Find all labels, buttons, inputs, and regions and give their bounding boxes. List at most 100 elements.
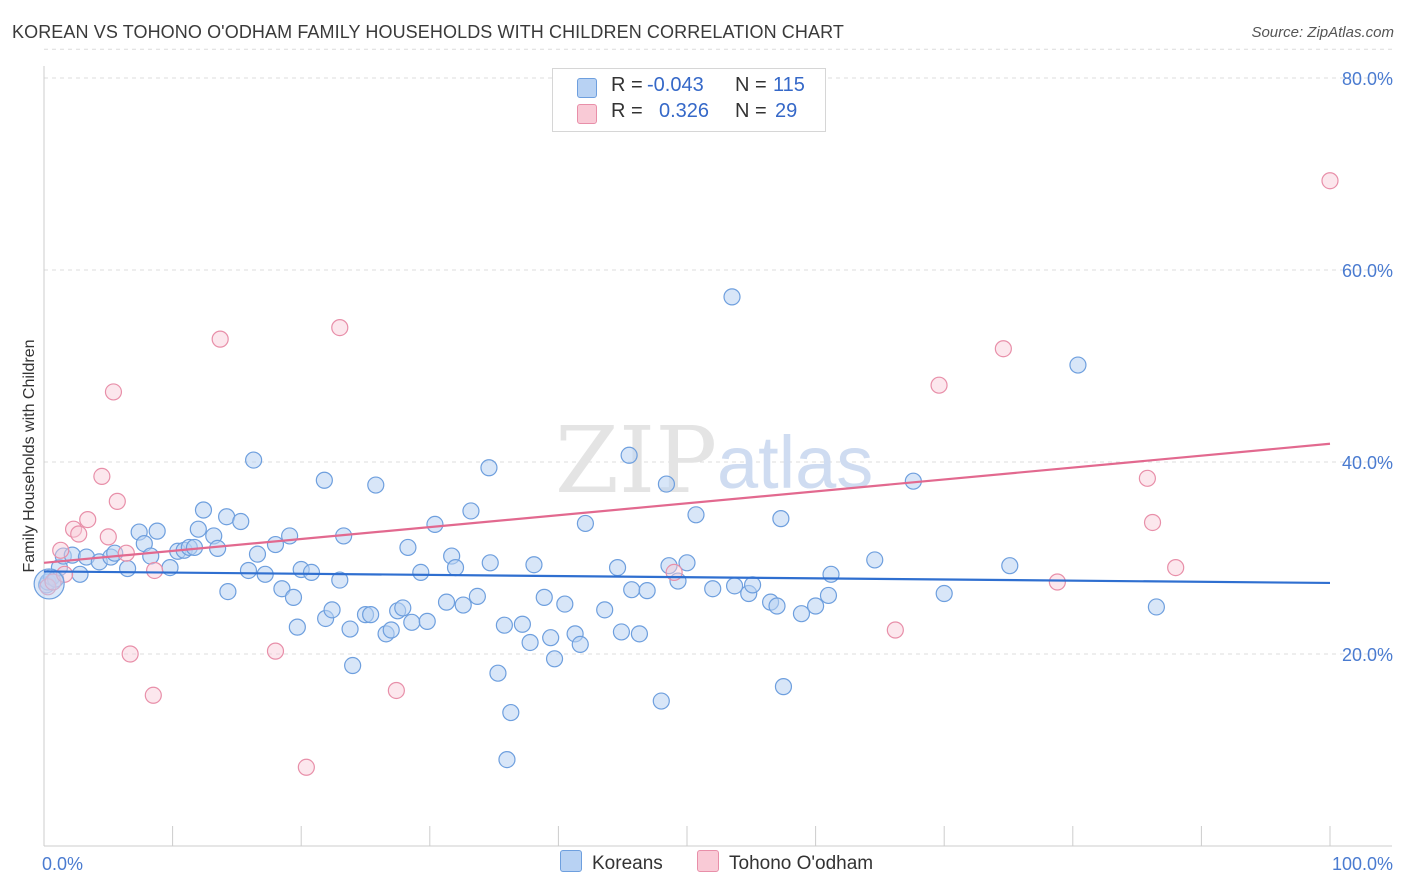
points xyxy=(33,172,1339,776)
legend-swatch-tohono xyxy=(577,104,597,124)
korean-point xyxy=(367,476,385,494)
korean-point xyxy=(535,588,553,606)
tohono-point xyxy=(886,621,904,639)
grid xyxy=(44,48,1392,655)
korean-point xyxy=(495,616,513,634)
korean-point xyxy=(209,539,227,558)
tohono-point xyxy=(104,383,123,401)
bottom-legend-label-koreans: Koreans xyxy=(592,853,663,874)
korean-point xyxy=(652,692,670,710)
korean-point xyxy=(1147,598,1165,616)
korean-point xyxy=(576,514,595,533)
tohono-point xyxy=(331,319,349,337)
korean-point xyxy=(704,580,722,598)
y-tick-label: 40.0% xyxy=(1342,453,1393,473)
korean-point xyxy=(437,593,456,611)
korean-point xyxy=(1001,557,1019,575)
korean-point xyxy=(792,605,811,623)
korean-point xyxy=(525,556,543,574)
korean-point xyxy=(71,565,89,583)
korean-point xyxy=(194,501,213,519)
korean-point xyxy=(687,506,705,524)
korean-point xyxy=(148,522,166,540)
korean-point xyxy=(362,606,380,624)
korean-point xyxy=(725,577,744,595)
legend-n-label: N = xyxy=(735,100,767,122)
legend: R = -0.043 N = 115 R = 0.326 N = 29 xyxy=(552,68,826,132)
korean-point xyxy=(323,601,341,619)
watermark: ZIP atlas xyxy=(555,407,873,514)
korean-point xyxy=(315,471,333,489)
korean-point xyxy=(266,535,285,554)
y-tick-label: 60.0% xyxy=(1342,261,1393,281)
korean-point xyxy=(819,586,838,605)
korean-point xyxy=(284,588,303,606)
trend-lines xyxy=(43,442,1331,585)
korean-point xyxy=(454,596,472,614)
tohono-point xyxy=(994,340,1012,358)
korean-point xyxy=(542,629,560,647)
tohono-point xyxy=(1143,513,1162,532)
korean-point xyxy=(412,563,430,582)
korean-point xyxy=(403,613,421,631)
tohono-point xyxy=(52,541,70,559)
korean-point xyxy=(630,625,649,643)
korean-point xyxy=(302,563,321,582)
x-tick-label: 0.0% xyxy=(42,854,83,874)
korean-point xyxy=(743,576,762,594)
korean-point xyxy=(219,582,237,601)
tohono-point xyxy=(121,645,139,663)
korean-point xyxy=(723,288,741,306)
korean-point xyxy=(142,547,160,565)
korean-point xyxy=(806,597,825,615)
korean-point xyxy=(239,561,258,580)
korean-point xyxy=(1069,356,1087,374)
axes xyxy=(43,66,1392,847)
bottom-legend-label-tohono: Tohono O'odham xyxy=(729,853,874,874)
korean-point xyxy=(382,621,400,639)
korean-trend-line xyxy=(43,570,1331,585)
korean-point xyxy=(341,620,359,638)
legend-r-label: R = xyxy=(611,100,643,122)
y-axis-label: Family Households with Children xyxy=(21,340,38,573)
legend-n-label: N = xyxy=(735,74,767,96)
legend-r-value: -0.043 xyxy=(647,74,704,96)
bottom-legend-tohono: Tohono O'odham xyxy=(697,850,873,875)
korean-point xyxy=(612,623,631,641)
tohono-point xyxy=(108,492,126,510)
tohono-point xyxy=(79,510,97,529)
korean-point xyxy=(768,597,786,615)
bottom-legend-koreans: Koreans xyxy=(560,850,663,875)
watermark-atlas: atlas xyxy=(717,421,873,504)
korean-point xyxy=(232,512,250,531)
korean-point xyxy=(189,520,207,538)
tick-labels: 20.0% 40.0% 60.0% 80.0% 0.0% 100.0% xyxy=(42,69,1393,874)
korean-point xyxy=(426,515,444,534)
y-tick-label: 80.0% xyxy=(1342,69,1393,89)
tohono-point xyxy=(93,467,111,485)
tohono-point xyxy=(145,561,164,580)
korean-point xyxy=(481,554,499,572)
korean-point xyxy=(678,554,696,572)
chart-title: KOREAN VS TOHONO O'ODHAM FAMILY HOUSEHOL… xyxy=(12,22,844,42)
korean-point xyxy=(418,612,436,630)
legend-row-tohono: R = 0.326 N = 29 xyxy=(553,100,825,126)
tohono-point xyxy=(930,376,948,394)
legend-n-value: 115 xyxy=(773,74,805,96)
korean-cluster-point xyxy=(33,568,65,600)
korean-point xyxy=(623,581,641,599)
korean-point xyxy=(657,475,676,493)
korean-point xyxy=(502,703,520,722)
korean-point xyxy=(248,545,267,563)
tohono-point xyxy=(1138,469,1156,487)
korean-point xyxy=(245,451,263,469)
korean-point xyxy=(608,558,627,577)
tohono-point xyxy=(211,330,229,348)
korean-point xyxy=(571,635,589,654)
korean-point xyxy=(596,601,614,619)
korean-point xyxy=(468,587,486,606)
korean-point xyxy=(935,584,953,603)
korean-point xyxy=(772,510,790,528)
korean-point xyxy=(462,502,480,520)
